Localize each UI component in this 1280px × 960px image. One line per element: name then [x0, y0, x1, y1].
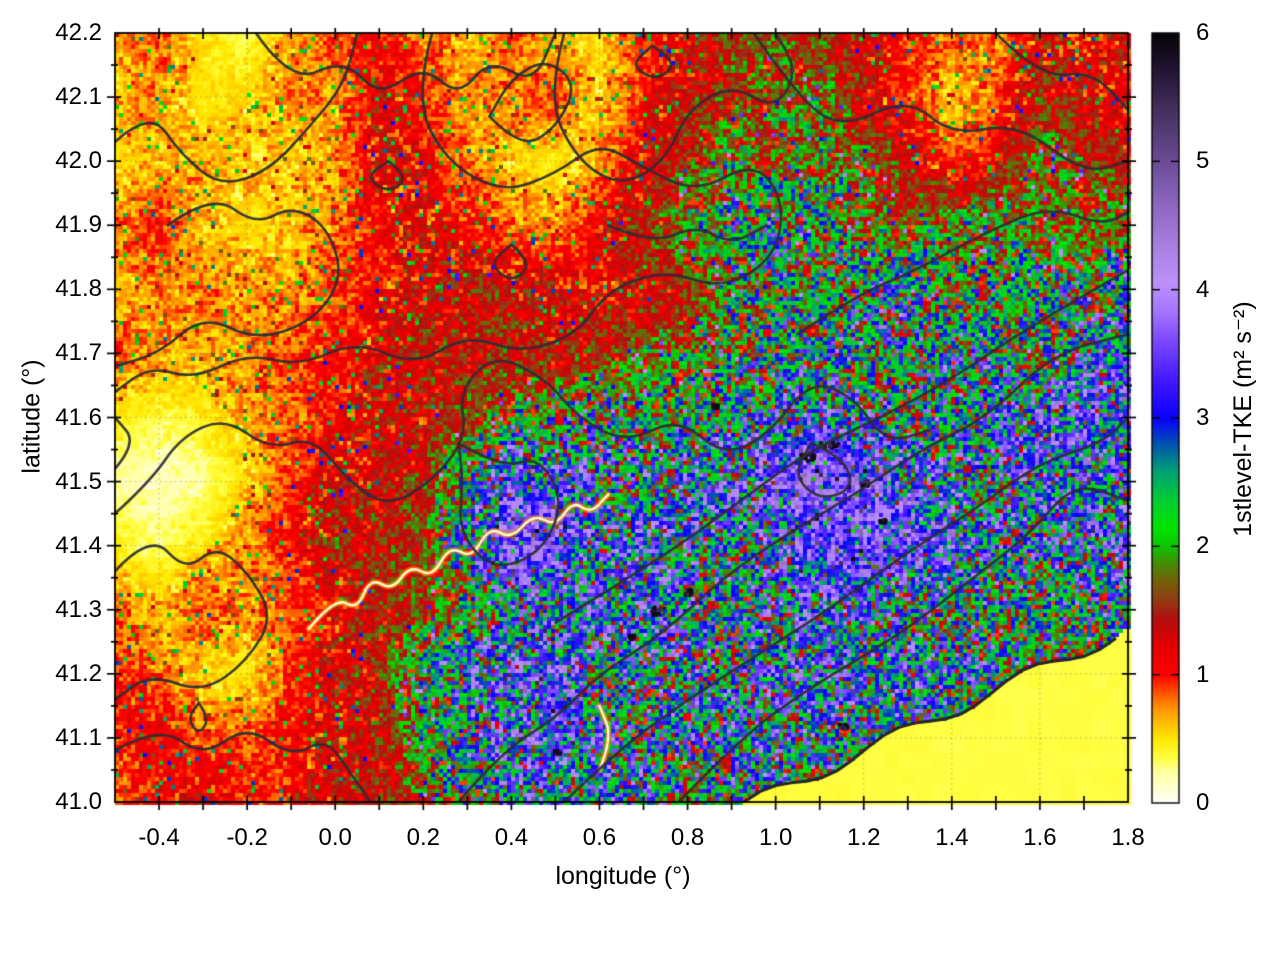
- colorbar-tick-label: 6: [1196, 19, 1210, 46]
- x-tick-label: 1.4: [935, 824, 969, 851]
- x-tick-label: 0.8: [670, 824, 705, 851]
- x-tick-label: 0.0: [318, 824, 352, 851]
- x-tick-label: 1.2: [847, 824, 881, 851]
- x-tick-label: 0.4: [494, 824, 529, 851]
- x-tick-label: 1.6: [1023, 824, 1057, 851]
- y-tick-label: 41.9: [55, 211, 102, 239]
- x-axis-title: longitude (°): [555, 862, 691, 890]
- y-tick-label: 41.5: [55, 467, 102, 495]
- y-tick-label: 41.3: [55, 595, 102, 623]
- colorbar-tick-label: 0: [1196, 789, 1210, 816]
- y-tick-label: 41.7: [55, 339, 102, 367]
- x-tick-label: -0.2: [226, 824, 268, 851]
- x-tick-label: -0.4: [138, 824, 180, 851]
- x-tick-label: 0.2: [406, 824, 440, 851]
- y-tick-label: 41.6: [55, 403, 102, 431]
- y-tick-label: 41.0: [55, 788, 102, 815]
- y-tick-label: 42.1: [55, 83, 102, 111]
- colorbar-tick-label: 5: [1196, 147, 1210, 175]
- x-tick-label: 1.0: [758, 824, 793, 851]
- colorbar-tick-label: 2: [1196, 532, 1210, 560]
- x-tick-label: 1.8: [1111, 824, 1145, 851]
- y-tick-label: 41.2: [55, 659, 102, 687]
- y-tick-label: 41.8: [55, 275, 102, 303]
- colorbar-tick-label: 1: [1196, 660, 1210, 688]
- x-tick-label: 0.6: [582, 824, 617, 851]
- y-tick-label: 42.2: [55, 19, 102, 46]
- colorbar-tick-label: 3: [1196, 404, 1210, 431]
- y-tick-label: 41.1: [55, 723, 102, 751]
- y-tick-label: 41.4: [55, 531, 102, 559]
- colorbar-tick-label: 4: [1196, 275, 1210, 303]
- y-tick-label: 42.0: [55, 147, 102, 175]
